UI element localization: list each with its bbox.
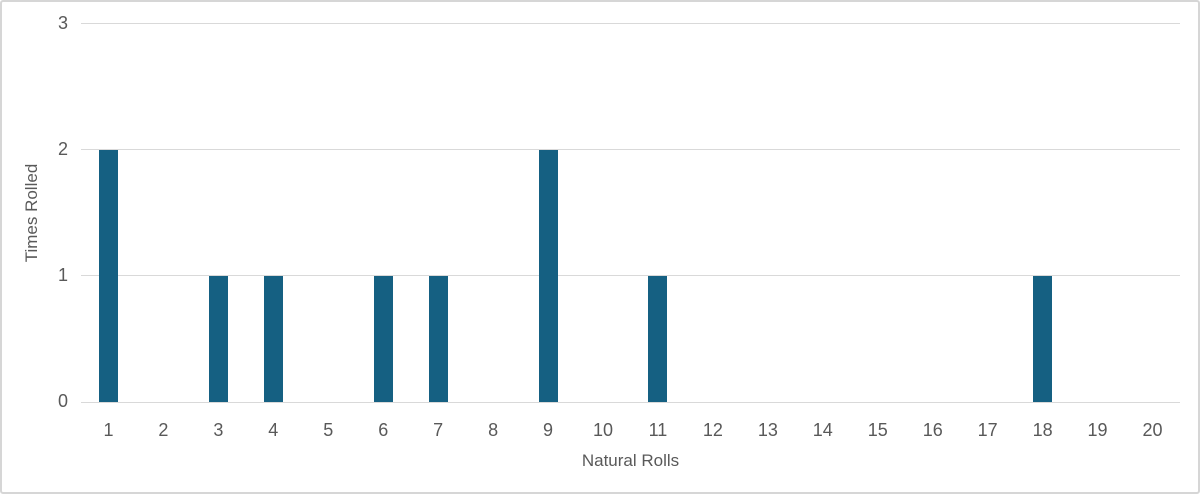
bar-18: [1033, 276, 1053, 402]
gridline-y-2: [81, 149, 1180, 150]
x-tick-label-5: 5: [323, 420, 334, 440]
x-tick-label-4: 4: [268, 420, 279, 440]
x-tick-label-3: 3: [213, 420, 224, 440]
y-axis-title: Times Rolled: [22, 163, 41, 263]
x-tick-label-10: 10: [593, 420, 614, 440]
bar-1: [98, 150, 118, 402]
gridline-y-3: [81, 23, 1180, 24]
x-tick-label-18: 18: [1032, 420, 1053, 440]
bar-9: [538, 150, 558, 402]
bar-7: [428, 276, 448, 402]
bar-6: [373, 276, 393, 402]
gridline-y-1: [81, 275, 1180, 276]
x-tick-label-15: 15: [867, 420, 888, 440]
x-tick-label-1: 1: [103, 420, 114, 440]
x-tick-label-14: 14: [812, 420, 833, 440]
x-axis-title: Natural Rolls: [581, 451, 680, 470]
y-tick-label-0: 0: [57, 391, 68, 411]
x-axis-line: [81, 402, 1180, 403]
y-tick-label-2: 2: [57, 139, 68, 159]
y-tick-label-1: 1: [57, 265, 68, 285]
x-tick-label-11: 11: [648, 420, 668, 440]
x-tick-label-20: 20: [1142, 420, 1163, 440]
bar-4: [263, 276, 283, 402]
bar-11: [648, 276, 668, 402]
x-tick-label-13: 13: [757, 420, 778, 440]
x-tick-label-16: 16: [922, 420, 943, 440]
bar-3: [208, 276, 228, 402]
x-tick-label-2: 2: [158, 420, 169, 440]
x-tick-label-17: 17: [977, 420, 998, 440]
plot-area: [81, 23, 1180, 403]
y-tick-label-3: 3: [57, 13, 68, 33]
x-tick-label-6: 6: [378, 420, 389, 440]
x-tick-label-9: 9: [543, 420, 554, 440]
x-tick-label-19: 19: [1087, 420, 1108, 440]
x-tick-label-7: 7: [433, 420, 444, 440]
x-tick-label-8: 8: [488, 420, 499, 440]
x-tick-label-12: 12: [702, 420, 723, 440]
